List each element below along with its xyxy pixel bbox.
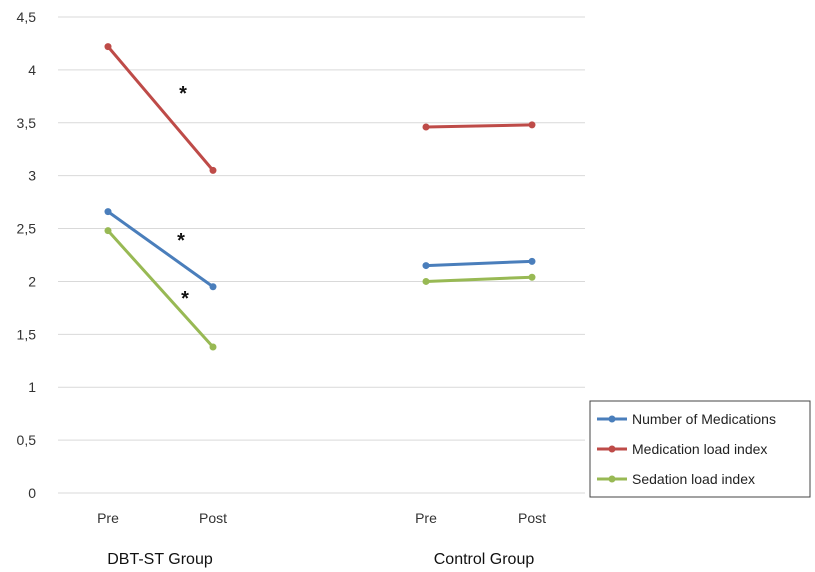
data-point	[209, 166, 217, 174]
legend: Number of Medications Medication load ind…	[589, 400, 811, 498]
y-tick-label: 3	[28, 168, 36, 184]
x-category-label: Post	[518, 510, 546, 526]
y-tick-label: 3,5	[17, 115, 37, 131]
legend-label: Number of Medications	[632, 411, 776, 427]
data-point	[422, 277, 430, 285]
gridlines	[58, 16, 585, 494]
y-tick-label: 0	[28, 485, 36, 501]
data-point	[422, 262, 430, 270]
x-category-label: Pre	[97, 510, 119, 526]
series-line	[424, 123, 534, 129]
data-point	[104, 227, 112, 235]
series-line	[424, 275, 534, 283]
series-line	[106, 229, 215, 349]
y-tick-label: 1,5	[17, 326, 37, 342]
data-point	[104, 43, 112, 51]
significance-star: *	[177, 230, 185, 252]
y-tick-label: 2,5	[17, 221, 37, 237]
data-point	[209, 343, 217, 351]
data-point	[209, 283, 217, 291]
x-axis-labels: Pre Post DBT-ST Group Pre Post Control Group	[97, 510, 546, 568]
group-label: DBT-ST Group	[107, 551, 213, 568]
x-category-label: Pre	[415, 510, 437, 526]
data-point	[104, 208, 112, 216]
y-tick-label: 4	[28, 62, 36, 78]
y-axis-ticks: 0 0,5 1 1,5 2 2,5 3 3,5 4 4,5	[17, 9, 37, 501]
y-tick-label: 4,5	[17, 9, 37, 25]
significance-annotations: * * *	[177, 83, 189, 310]
data-point	[528, 257, 536, 265]
y-tick-label: 1	[28, 379, 36, 395]
legend-label: Sedation load index	[632, 471, 755, 487]
data-point	[528, 273, 536, 281]
legend-label: Medication load index	[632, 441, 767, 457]
legend-marker	[608, 415, 616, 423]
legend-marker	[608, 475, 616, 483]
significance-star: *	[181, 288, 189, 310]
legend-marker	[608, 445, 616, 453]
series-line	[106, 210, 215, 289]
data-point	[422, 123, 430, 131]
series-line	[106, 45, 215, 172]
series-lines	[104, 43, 536, 351]
significance-star: *	[179, 83, 187, 105]
data-point	[528, 121, 536, 129]
y-tick-label: 0,5	[17, 432, 37, 448]
group-label: Control Group	[434, 551, 535, 568]
series-line	[424, 259, 534, 268]
x-category-label: Post	[199, 510, 227, 526]
y-tick-label: 2	[28, 273, 36, 289]
